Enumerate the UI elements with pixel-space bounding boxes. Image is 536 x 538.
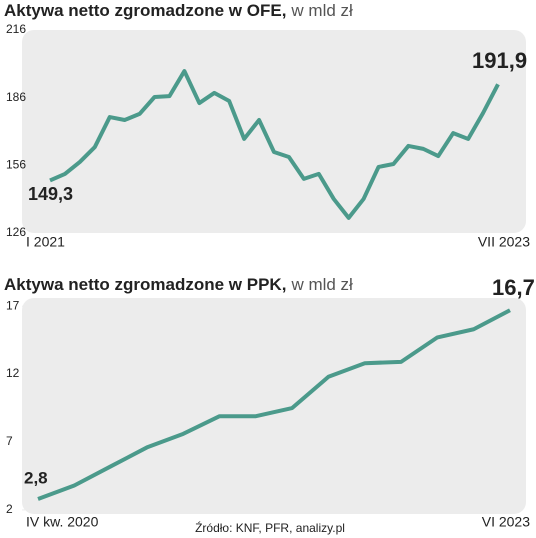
y-tick-label: 17 xyxy=(6,298,20,312)
y-tick-label: 7 xyxy=(6,434,13,448)
subtitle: w mld zł xyxy=(290,275,353,294)
title: Aktywa netto zgromadzone w PPK, xyxy=(4,275,286,294)
y-tick-label: 156 xyxy=(6,158,26,172)
value-label: 149,3 xyxy=(28,184,73,204)
title: Aktywa netto zgromadzone w OFE, xyxy=(4,1,286,20)
x-tick-label: I 2021 xyxy=(26,234,65,250)
y-tick-label: 186 xyxy=(6,90,26,104)
y-tick-label: 2 xyxy=(6,502,13,516)
y-tick-label: 126 xyxy=(6,225,26,239)
chart-title: Aktywa netto zgromadzone w OFE, w mld zł xyxy=(4,1,353,20)
line xyxy=(37,308,511,501)
x-tick-label: VII 2023 xyxy=(478,234,530,250)
y-tick-label: 12 xyxy=(6,366,20,380)
line xyxy=(49,69,500,220)
value-label: 16,7 xyxy=(492,275,535,300)
x-tick-label: IV kw. 2020 xyxy=(26,514,99,530)
x-tick-label: VI 2023 xyxy=(482,514,530,530)
subtitle: w mld zł xyxy=(290,1,353,20)
value-label: 2,8 xyxy=(24,469,48,488)
y-tick-label: 216 xyxy=(6,22,26,36)
chart-title: Aktywa netto zgromadzone w PPK, w mld zł xyxy=(4,275,353,294)
plot-area xyxy=(22,298,526,514)
plot-area xyxy=(22,30,526,233)
value-label: 191,9 xyxy=(472,48,527,73)
source: Źródło: KNF, PFR, analizy.pl xyxy=(195,520,345,535)
